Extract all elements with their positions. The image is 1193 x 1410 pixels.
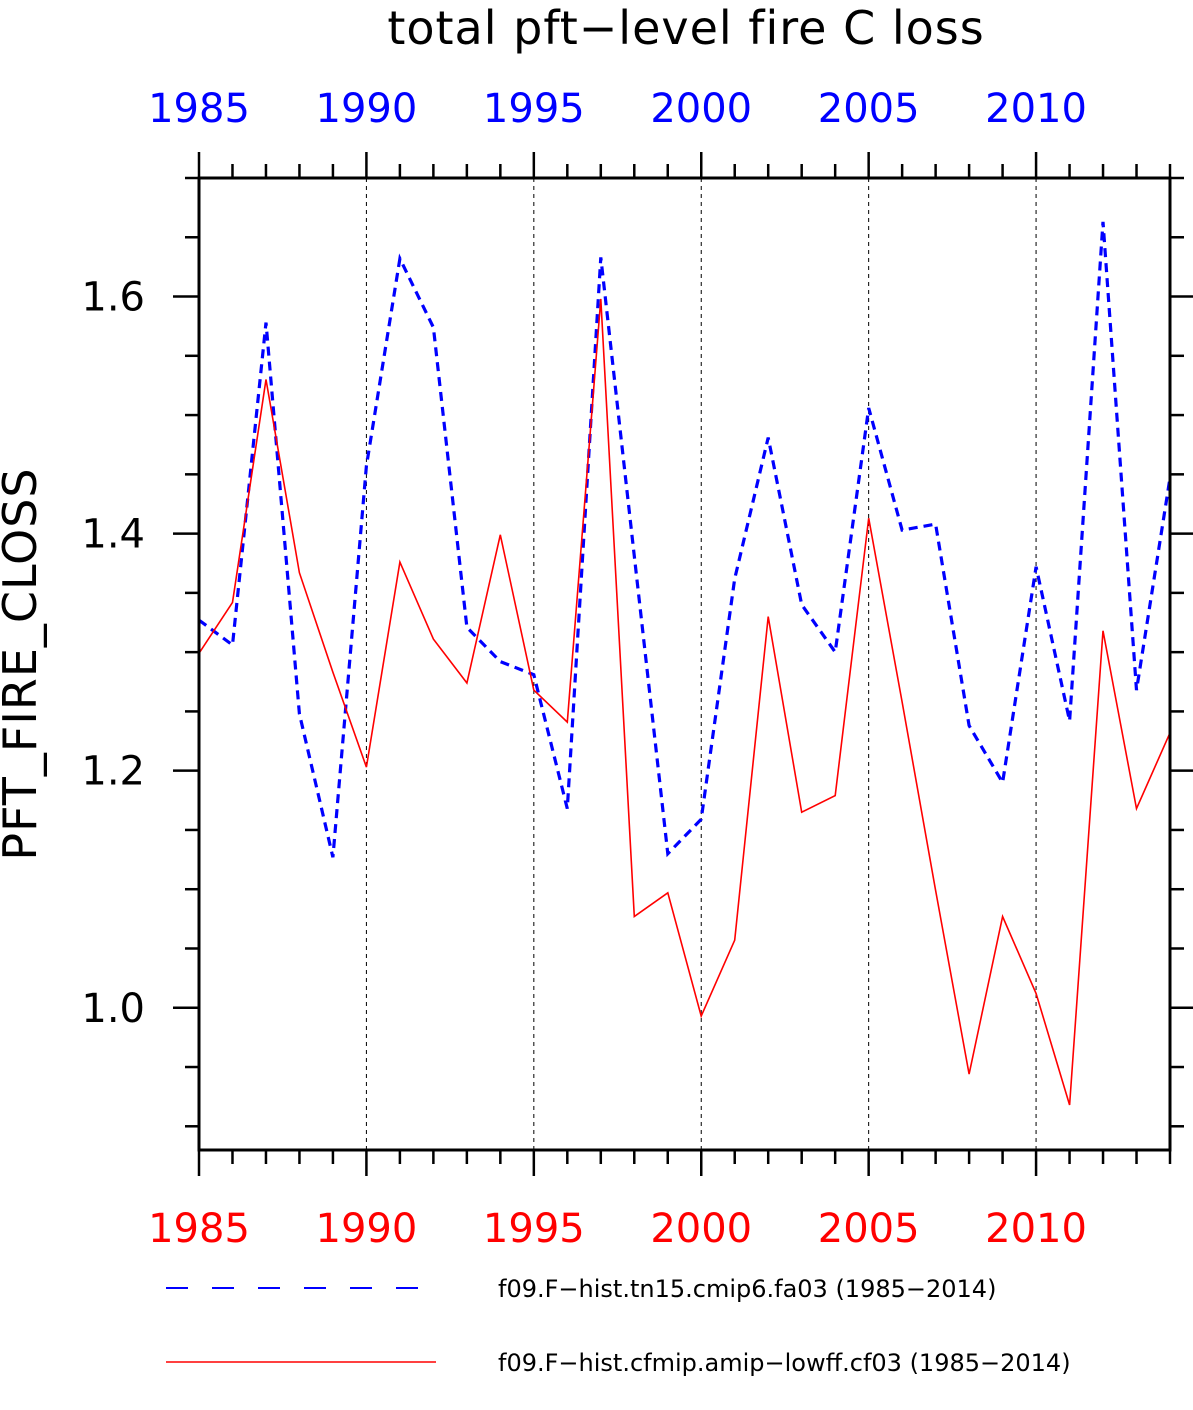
y-tick-label-1.4: 1.4 bbox=[81, 512, 145, 558]
top-x-tick-label-1990: 1990 bbox=[316, 86, 418, 132]
plot-area-frame bbox=[197, 176, 1172, 1152]
axis-ticks bbox=[173, 152, 1193, 1176]
y-tick-labels: 1.0 1.2 1.4 1.6 bbox=[81, 275, 145, 1032]
bottom-x-tick-label-2005: 2005 bbox=[818, 1206, 920, 1252]
top-x-tick-label-2005: 2005 bbox=[818, 86, 920, 132]
y-tick-label-1.6: 1.6 bbox=[81, 275, 145, 321]
y-tick-label-1.0: 1.0 bbox=[81, 986, 145, 1032]
bottom-x-tick-label-1995: 1995 bbox=[483, 1206, 585, 1252]
top-x-tick-label-2010: 2010 bbox=[985, 86, 1087, 132]
legend-label-series-1: f09.F−hist.cfmip.amip−lowff.cf03 (1985−2… bbox=[498, 1349, 1071, 1377]
chart-title: total pft−level fire C loss bbox=[387, 1, 984, 55]
y-tick-label-1.2: 1.2 bbox=[81, 749, 145, 795]
bottom-x-tick-label-1985: 1985 bbox=[148, 1206, 250, 1252]
series-line-0 bbox=[198, 221, 1172, 858]
top-x-tick-label-2000: 2000 bbox=[650, 86, 752, 132]
bottom-x-tick-label-2000: 2000 bbox=[650, 1206, 752, 1252]
legend: f09.F−hist.tn15.cmip6.fa03 (1985−2014) f… bbox=[166, 1275, 1071, 1377]
series-layer bbox=[198, 221, 1172, 1106]
top-x-tick-label-1995: 1995 bbox=[483, 86, 585, 132]
top-x-tick-labels: 1985 1990 1995 2000 2005 2010 bbox=[148, 86, 1087, 132]
top-x-tick-label-1985: 1985 bbox=[148, 86, 250, 132]
bottom-x-tick-labels: 1985 1990 1995 2000 2005 2010 bbox=[148, 1206, 1087, 1252]
bottom-x-tick-label-2010: 2010 bbox=[985, 1206, 1087, 1252]
y-axis-label: PFT_FIRE_CLOSS bbox=[0, 467, 47, 860]
legend-label-series-0: f09.F−hist.tn15.cmip6.fa03 (1985−2014) bbox=[498, 1275, 996, 1303]
vertical-gridlines bbox=[365, 178, 1037, 1150]
series-line-1 bbox=[198, 298, 1171, 1106]
bottom-x-tick-label-1990: 1990 bbox=[316, 1206, 418, 1252]
